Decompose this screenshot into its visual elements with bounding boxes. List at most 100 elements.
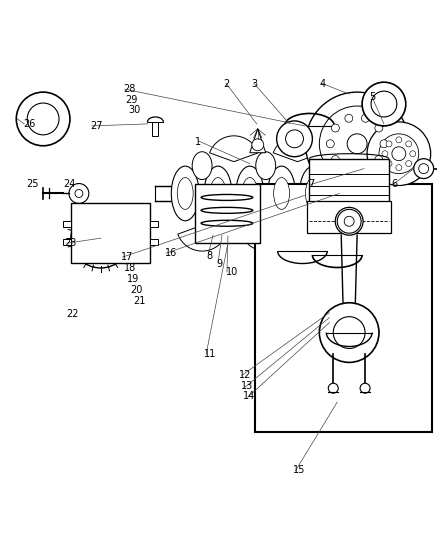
Circle shape bbox=[333, 317, 365, 349]
Circle shape bbox=[319, 303, 379, 362]
Text: 15: 15 bbox=[293, 465, 305, 475]
Circle shape bbox=[337, 209, 361, 233]
Text: 18: 18 bbox=[124, 263, 136, 273]
Ellipse shape bbox=[192, 152, 212, 180]
Ellipse shape bbox=[201, 195, 253, 200]
Circle shape bbox=[326, 140, 334, 148]
Text: 10: 10 bbox=[226, 267, 238, 277]
Ellipse shape bbox=[242, 177, 258, 209]
Text: 21: 21 bbox=[133, 296, 146, 306]
Circle shape bbox=[347, 134, 367, 154]
Text: 1: 1 bbox=[195, 137, 201, 147]
Circle shape bbox=[344, 216, 354, 226]
Bar bbox=[309, 159, 389, 204]
Text: 29: 29 bbox=[125, 95, 138, 104]
Circle shape bbox=[360, 383, 370, 393]
Circle shape bbox=[252, 139, 264, 151]
Bar bbox=[63, 221, 71, 227]
Ellipse shape bbox=[224, 207, 244, 235]
Ellipse shape bbox=[201, 207, 253, 213]
Circle shape bbox=[386, 160, 392, 166]
Bar bbox=[255, 183, 431, 432]
Circle shape bbox=[345, 165, 353, 173]
Text: 19: 19 bbox=[127, 274, 139, 284]
Ellipse shape bbox=[201, 220, 253, 226]
Circle shape bbox=[361, 165, 369, 173]
Circle shape bbox=[27, 103, 59, 135]
Text: 24: 24 bbox=[63, 180, 76, 189]
Circle shape bbox=[16, 92, 70, 146]
Bar bbox=[150, 221, 159, 227]
Ellipse shape bbox=[171, 166, 199, 221]
Text: 3: 3 bbox=[252, 79, 258, 89]
Circle shape bbox=[367, 122, 431, 185]
Text: 16: 16 bbox=[165, 248, 177, 259]
Text: 22: 22 bbox=[67, 309, 79, 319]
Circle shape bbox=[371, 91, 397, 117]
Bar bbox=[63, 239, 71, 245]
Polygon shape bbox=[250, 129, 266, 153]
Circle shape bbox=[414, 159, 434, 179]
Text: 14: 14 bbox=[243, 391, 255, 401]
Ellipse shape bbox=[210, 177, 226, 209]
Text: 5: 5 bbox=[369, 92, 375, 102]
Circle shape bbox=[83, 220, 119, 256]
Text: 11: 11 bbox=[204, 349, 216, 359]
Ellipse shape bbox=[331, 166, 359, 221]
Circle shape bbox=[379, 134, 419, 174]
Circle shape bbox=[95, 232, 107, 244]
Circle shape bbox=[392, 147, 406, 160]
Circle shape bbox=[396, 137, 402, 143]
Ellipse shape bbox=[337, 177, 353, 209]
Circle shape bbox=[410, 151, 416, 157]
Circle shape bbox=[406, 141, 412, 147]
Text: 6: 6 bbox=[391, 180, 397, 189]
Bar bbox=[71, 204, 150, 263]
Circle shape bbox=[286, 130, 304, 148]
Text: 2: 2 bbox=[223, 79, 230, 89]
Circle shape bbox=[406, 160, 412, 166]
Text: 8: 8 bbox=[206, 251, 212, 261]
Circle shape bbox=[305, 92, 409, 196]
Circle shape bbox=[375, 156, 383, 164]
Text: 7: 7 bbox=[308, 180, 314, 189]
Ellipse shape bbox=[274, 177, 290, 209]
Circle shape bbox=[332, 156, 339, 164]
Text: 12: 12 bbox=[239, 370, 251, 380]
Circle shape bbox=[362, 82, 406, 126]
Text: 17: 17 bbox=[121, 252, 134, 262]
Circle shape bbox=[328, 383, 338, 393]
Bar bbox=[195, 183, 260, 243]
Bar bbox=[307, 201, 391, 233]
Text: 30: 30 bbox=[128, 105, 141, 115]
Wedge shape bbox=[178, 225, 226, 251]
Text: 4: 4 bbox=[319, 79, 325, 89]
Wedge shape bbox=[210, 136, 258, 161]
Ellipse shape bbox=[300, 166, 327, 221]
Ellipse shape bbox=[204, 166, 232, 221]
Ellipse shape bbox=[236, 166, 264, 221]
Text: 26: 26 bbox=[23, 118, 35, 128]
Bar bbox=[152, 122, 159, 136]
Circle shape bbox=[75, 190, 83, 197]
Circle shape bbox=[319, 106, 395, 182]
Circle shape bbox=[380, 140, 388, 148]
Circle shape bbox=[69, 183, 89, 204]
Circle shape bbox=[332, 124, 339, 132]
Circle shape bbox=[345, 114, 353, 122]
Circle shape bbox=[375, 124, 383, 132]
Text: 27: 27 bbox=[91, 121, 103, 131]
Ellipse shape bbox=[256, 152, 276, 180]
Circle shape bbox=[71, 208, 131, 268]
Circle shape bbox=[361, 114, 369, 122]
Circle shape bbox=[386, 141, 392, 147]
Text: 23: 23 bbox=[64, 238, 77, 248]
Ellipse shape bbox=[177, 177, 193, 209]
Text: 28: 28 bbox=[123, 84, 136, 94]
Ellipse shape bbox=[268, 166, 296, 221]
Text: 20: 20 bbox=[130, 285, 143, 295]
Wedge shape bbox=[273, 136, 322, 161]
Text: 13: 13 bbox=[241, 381, 253, 391]
Ellipse shape bbox=[288, 207, 307, 235]
Circle shape bbox=[396, 165, 402, 171]
